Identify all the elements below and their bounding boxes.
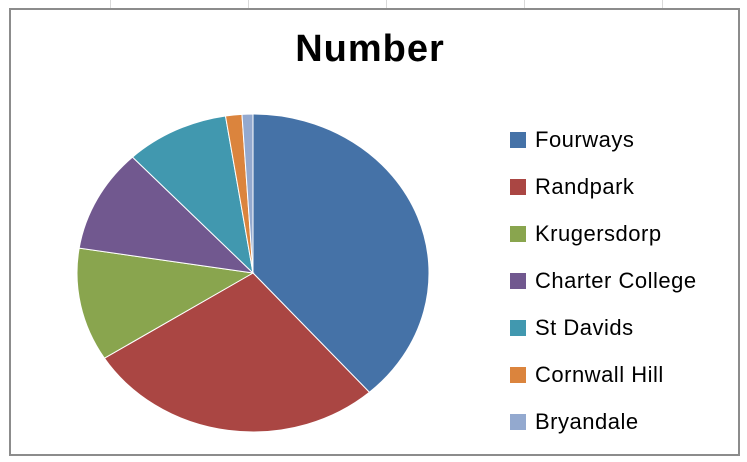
legend-swatch: [510, 178, 526, 195]
grid-line: [110, 0, 111, 8]
pie-slice-st-davids[interactable]: [131, 115, 254, 275]
pie-slice-fourways[interactable]: [252, 113, 430, 393]
legend-label: Cornwall Hill: [535, 361, 664, 387]
pie-slice-bryandale[interactable]: [241, 113, 254, 274]
grid-line: [524, 0, 525, 8]
legend-swatch: [510, 319, 526, 336]
legend-item-fourways: Fourways: [510, 116, 735, 163]
legend-item-charter-college: Charter College: [510, 257, 735, 304]
grid-line: [386, 0, 387, 8]
grid-line: [662, 0, 663, 8]
chart-title: Number: [295, 28, 445, 70]
legend-swatch: [510, 413, 526, 430]
legend-label: Krugersdorp: [535, 220, 662, 246]
legend-swatch: [510, 272, 526, 289]
legend-swatch: [510, 366, 526, 383]
legend-item-bryandale: Bryandale: [510, 398, 735, 445]
legend-label: Fourways: [535, 126, 635, 152]
legend-label: St Davids: [535, 314, 634, 340]
pie-slice-charter-college[interactable]: [78, 156, 255, 274]
legend-item-cornwall-hill: Cornwall Hill: [510, 351, 735, 398]
legend-item-st-davids: St Davids: [510, 304, 735, 351]
legend-label: Randpark: [535, 173, 635, 199]
pie-slice-krugersdorp[interactable]: [76, 247, 255, 359]
pie-slice-randpark[interactable]: [103, 272, 371, 433]
legend-label: Bryandale: [535, 408, 639, 434]
grid-line: [248, 0, 249, 8]
legend-item-krugersdorp: Krugersdorp: [510, 210, 735, 257]
legend-swatch: [510, 225, 526, 242]
chart-legend: Fourways Randpark Krugersdorp Charter Colle…: [510, 116, 735, 445]
legend-swatch: [510, 131, 526, 148]
legend-item-randpark: Randpark: [510, 163, 735, 210]
legend-label: Charter College: [535, 267, 697, 293]
